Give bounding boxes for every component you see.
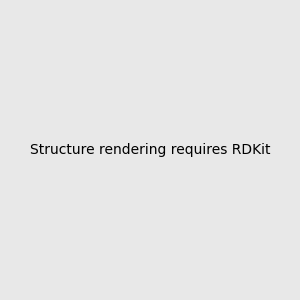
Text: Structure rendering requires RDKit: Structure rendering requires RDKit bbox=[30, 143, 270, 157]
